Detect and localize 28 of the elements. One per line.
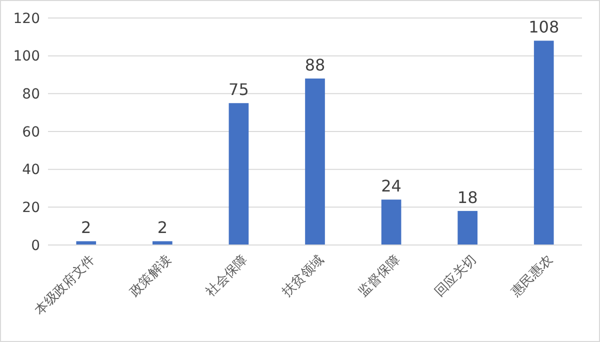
data-label: 88 (304, 56, 326, 75)
y-tick-label: 20 (22, 200, 40, 216)
bar (458, 210, 478, 245)
y-tick-label: 120 (13, 10, 40, 27)
bar (381, 200, 402, 245)
y-tick-label: 100 (13, 48, 40, 65)
y-tick-label: 40 (22, 162, 40, 178)
y-tick-label: 0 (31, 238, 40, 254)
data-label: 24 (381, 176, 402, 196)
data-label: 108 (528, 18, 560, 37)
x-tick-label: 回应关切 (432, 252, 480, 300)
x-tick-label: 监督保障 (356, 252, 404, 300)
data-label: 75 (228, 80, 249, 100)
x-tick-label: 本级政府文件 (32, 252, 98, 318)
data-label: 18 (457, 188, 478, 207)
data-label: 2 (81, 218, 92, 238)
bar (534, 40, 554, 245)
x-tick-label: 社会保障 (203, 252, 251, 300)
bar (152, 241, 172, 245)
bar (228, 103, 249, 245)
x-tick-label: 惠民惠农 (508, 252, 556, 301)
bar (76, 241, 96, 245)
bar (305, 78, 325, 245)
data-label: 2 (157, 218, 168, 238)
y-tick-label: 60 (22, 124, 40, 140)
x-tick-label: 扶贫领域 (278, 252, 328, 301)
y-tick-label: 80 (22, 86, 40, 103)
x-tick-label: 政策解读 (127, 252, 174, 300)
